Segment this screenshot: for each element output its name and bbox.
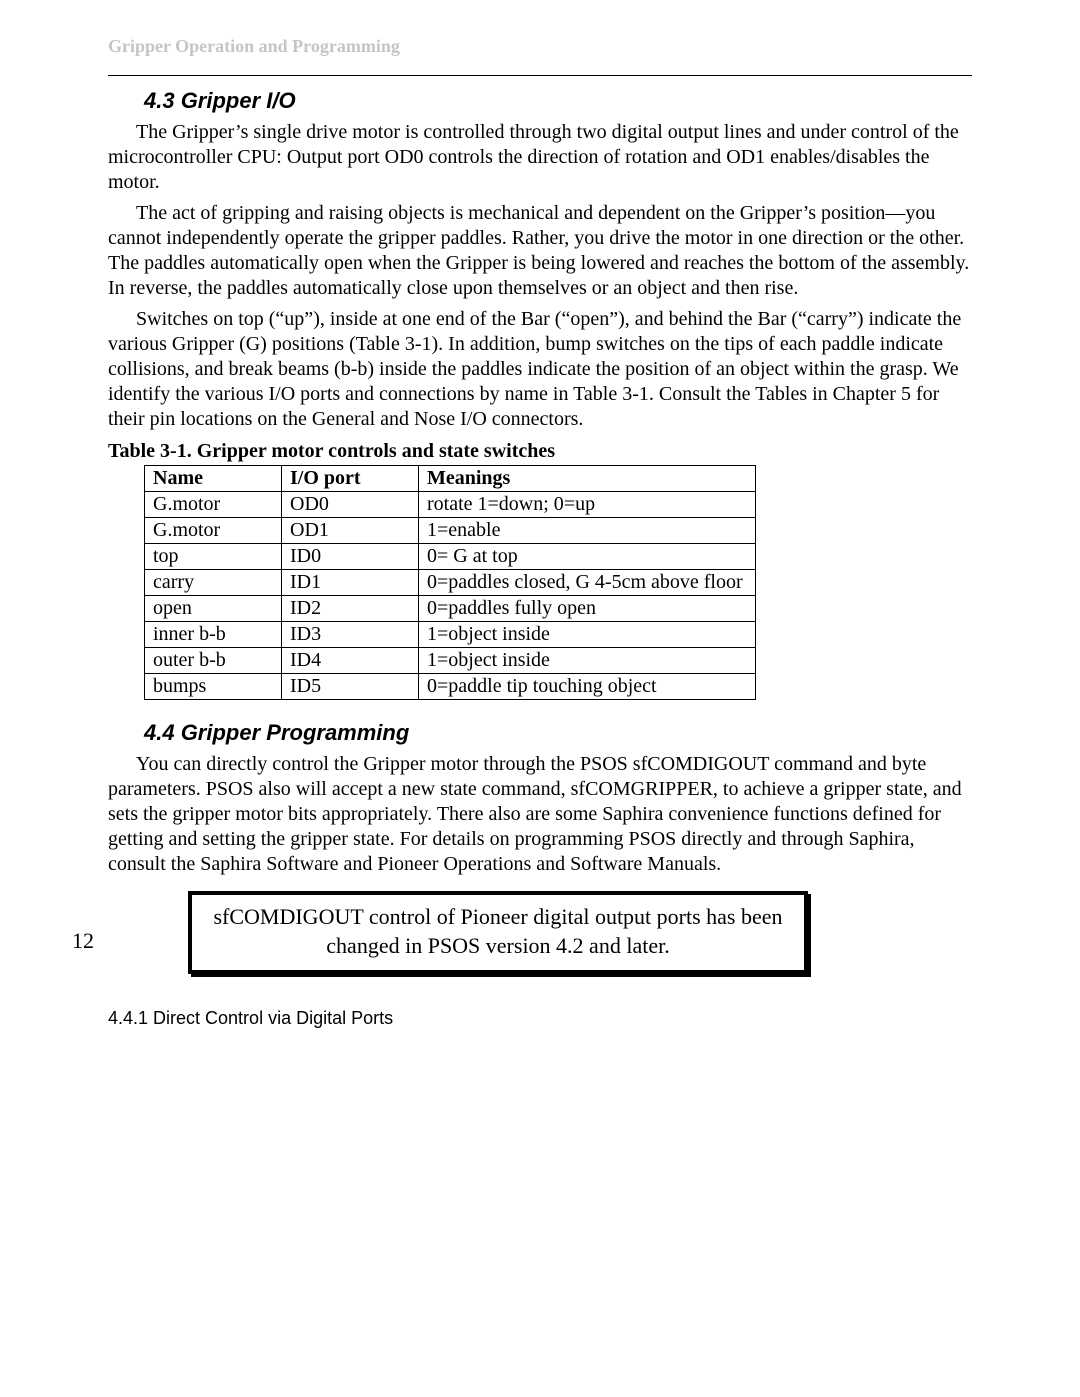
cell-meaning: 1=object inside — [419, 622, 756, 648]
table-3-1: Name I/O port Meanings G.motor OD0 rotat… — [144, 465, 756, 700]
table-row: carry ID1 0=paddles closed, G 4-5cm abov… — [145, 570, 756, 596]
table-header-row: Name I/O port Meanings — [145, 466, 756, 492]
cell-meaning: 0=paddle tip touching object — [419, 674, 756, 700]
table-row: G.motor OD0 rotate 1=down; 0=up — [145, 492, 756, 518]
cell-port: ID2 — [282, 596, 419, 622]
table-row: top ID0 0= G at top — [145, 544, 756, 570]
table-row: G.motor OD1 1=enable — [145, 518, 756, 544]
callout-box: sfCOMDIGOUT control of Pioneer digital o… — [188, 891, 808, 974]
callout-box-wrap: sfCOMDIGOUT control of Pioneer digital o… — [188, 891, 808, 974]
section-4-3-para-2: The act of gripping and raising objects … — [108, 201, 972, 301]
cell-meaning: rotate 1=down; 0=up — [419, 492, 756, 518]
cell-port: ID1 — [282, 570, 419, 596]
cell-name: G.motor — [145, 518, 282, 544]
cell-meaning: 1=enable — [419, 518, 756, 544]
table-row: inner b-b ID3 1=object inside — [145, 622, 756, 648]
cell-port: OD1 — [282, 518, 419, 544]
cell-name: inner b-b — [145, 622, 282, 648]
table-col-port: I/O port — [282, 466, 419, 492]
section-4-4-heading: 4.4 Gripper Programming — [144, 720, 972, 746]
cell-port: ID0 — [282, 544, 419, 570]
section-4-3-para-3: Switches on top (“up”), inside at one en… — [108, 307, 972, 432]
cell-meaning: 1=object inside — [419, 648, 756, 674]
section-4-4-para-1: You can directly control the Gripper mot… — [108, 752, 972, 877]
cell-meaning: 0=paddles closed, G 4-5cm above floor — [419, 570, 756, 596]
cell-port: ID4 — [282, 648, 419, 674]
page-number: 12 — [72, 928, 94, 954]
section-4-3-para-1: The Gripper’s single drive motor is cont… — [108, 120, 972, 195]
cell-name: bumps — [145, 674, 282, 700]
cell-name: G.motor — [145, 492, 282, 518]
cell-name: open — [145, 596, 282, 622]
header-rule — [108, 75, 972, 76]
cell-name: outer b-b — [145, 648, 282, 674]
cell-name: carry — [145, 570, 282, 596]
section-4-3-heading: 4.3 Gripper I/O — [144, 88, 972, 114]
table-row: outer b-b ID4 1=object inside — [145, 648, 756, 674]
table-3-1-caption: Table 3-1. Gripper motor controls and st… — [108, 440, 972, 463]
running-header: Gripper Operation and Programming — [108, 36, 972, 57]
table-row: bumps ID5 0=paddle tip touching object — [145, 674, 756, 700]
cell-port: ID5 — [282, 674, 419, 700]
table-row: open ID2 0=paddles fully open — [145, 596, 756, 622]
cell-name: top — [145, 544, 282, 570]
cell-meaning: 0= G at top — [419, 544, 756, 570]
table-col-meanings: Meanings — [419, 466, 756, 492]
cell-port: OD0 — [282, 492, 419, 518]
cell-port: ID3 — [282, 622, 419, 648]
page: Gripper Operation and Programming 4.3 Gr… — [0, 0, 1080, 1397]
table-col-name: Name — [145, 466, 282, 492]
section-4-4-1-heading: 4.4.1 Direct Control via Digital Ports — [108, 1008, 972, 1029]
cell-meaning: 0=paddles fully open — [419, 596, 756, 622]
